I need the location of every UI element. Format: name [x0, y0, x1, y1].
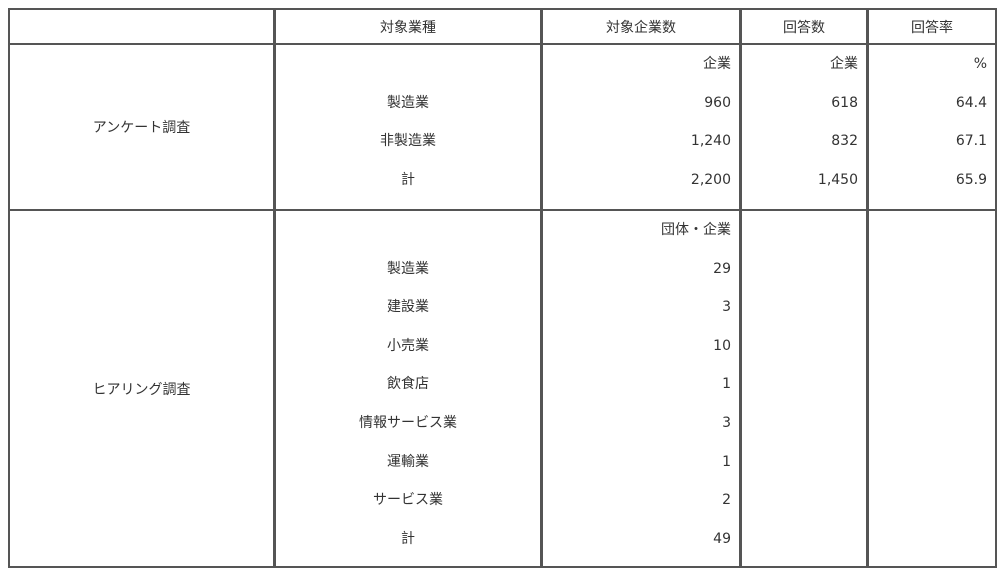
- survey-rate-cell: % 64.4 67.1 65.9: [867, 43, 997, 211]
- companies-value: 1,240: [690, 133, 731, 150]
- companies-value: 49: [713, 530, 731, 547]
- unit-label: %: [973, 56, 987, 72]
- header-cell-rate: 回答率: [867, 8, 997, 45]
- survey-responses-cell: 企業 618 832 1,450: [740, 43, 868, 211]
- header-cell-industry: 対象業種: [274, 8, 542, 45]
- companies-value: 2: [722, 492, 731, 509]
- industry: 飲食店: [387, 376, 429, 393]
- unit-label: 企業: [703, 56, 731, 72]
- companies-value: 1: [722, 376, 731, 393]
- rate-value: 65.9: [955, 171, 987, 188]
- industry: 製造業: [387, 94, 429, 111]
- companies-value: 10: [713, 337, 731, 354]
- hearing-companies-cell: 団体・企業 29 3 10 1 3 1 2 49: [541, 209, 741, 568]
- hearing-label: ヒアリング調査: [92, 381, 191, 398]
- responses-value: 832: [831, 133, 858, 150]
- industry: 小売業: [387, 337, 429, 354]
- industry: 運輸業: [387, 453, 429, 470]
- industry: サービス業: [373, 492, 443, 509]
- companies-value: 29: [713, 260, 731, 277]
- industry: 情報サービス業: [359, 414, 457, 431]
- unit-label: 企業: [830, 56, 858, 72]
- industry: 計: [401, 171, 415, 188]
- responses-value: 1,450: [817, 171, 858, 188]
- industry: 製造業: [387, 260, 429, 277]
- header-companies: 対象企業数: [606, 19, 676, 36]
- industry: 建設業: [387, 299, 429, 316]
- companies-value: 960: [704, 94, 731, 111]
- survey-industry-cell: 製造業 非製造業 計: [274, 43, 542, 211]
- hearing-label-cell: ヒアリング調査: [8, 209, 275, 568]
- header-industry: 対象業種: [380, 19, 436, 36]
- survey-table: 対象業種 対象企業数 回答数 回答率 アンケート調査 製造業 非製造業 計 企業…: [8, 8, 997, 568]
- survey-label-cell: アンケート調査: [8, 43, 275, 211]
- header-cell-companies: 対象企業数: [541, 8, 741, 45]
- header-responses: 回答数: [783, 19, 825, 36]
- header-rate: 回答率: [911, 19, 953, 36]
- header-cell-blank: [8, 8, 275, 45]
- hearing-industry-cell: 製造業 建設業 小売業 飲食店 情報サービス業 運輸業 サービス業 計: [274, 209, 542, 568]
- hearing-rate-cell: [867, 209, 997, 568]
- survey-companies-cell: 企業 960 1,240 2,200: [541, 43, 741, 211]
- companies-value: 3: [722, 299, 731, 316]
- rate-value: 67.1: [955, 133, 987, 150]
- hearing-responses-cell: [740, 209, 868, 568]
- industry: 計: [401, 530, 415, 547]
- header-cell-responses: 回答数: [740, 8, 868, 45]
- survey-label: アンケート調査: [92, 120, 191, 136]
- responses-value: 618: [831, 94, 858, 111]
- rate-value: 64.4: [955, 94, 987, 111]
- companies-value: 3: [722, 414, 731, 431]
- companies-value: 1: [722, 453, 731, 470]
- unit-label: 団体・企業: [661, 222, 731, 238]
- companies-value: 2,200: [690, 171, 731, 188]
- industry: 非製造業: [380, 133, 436, 150]
